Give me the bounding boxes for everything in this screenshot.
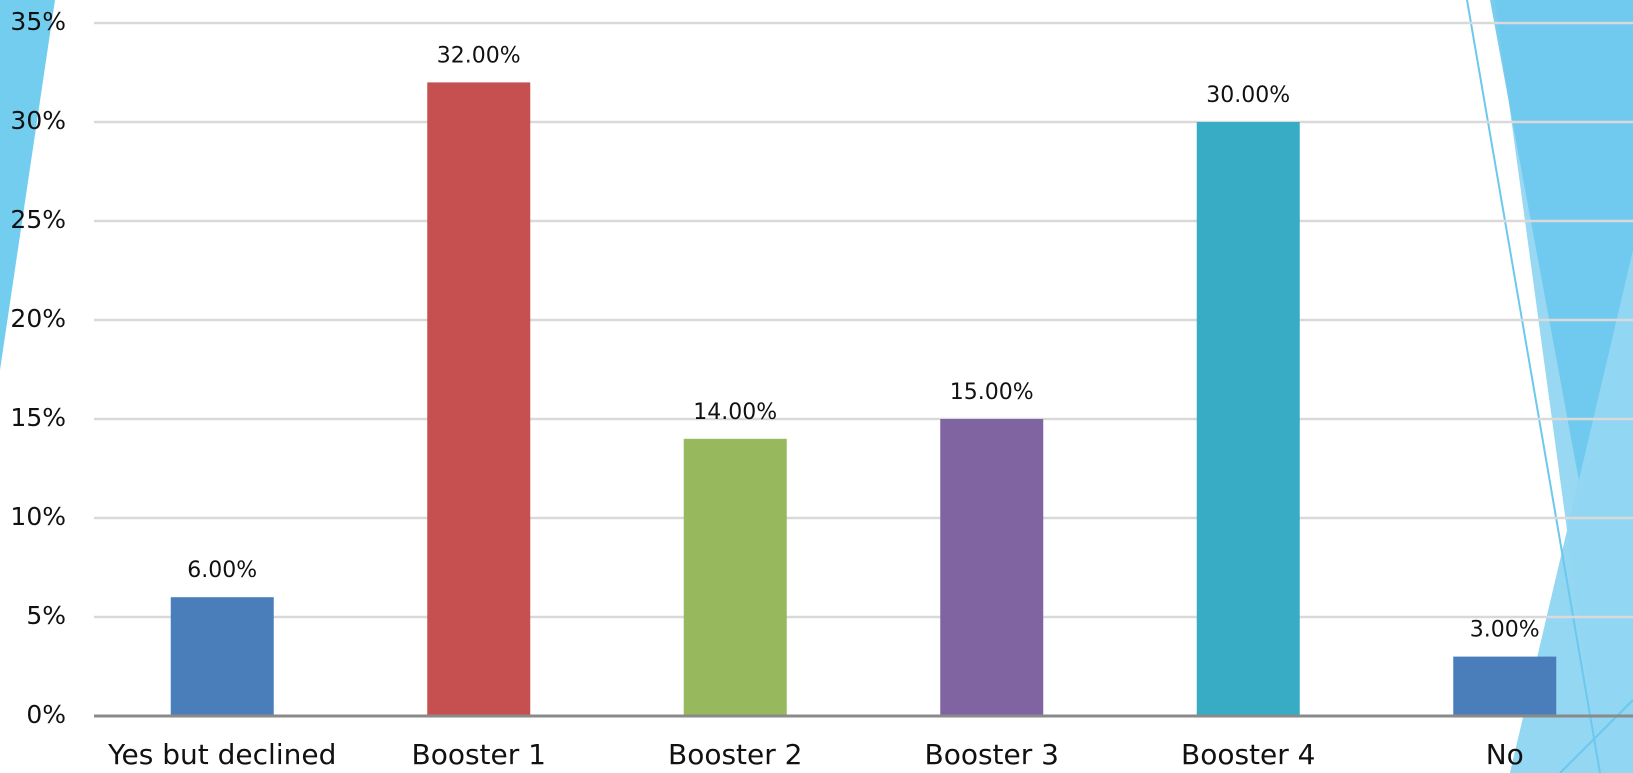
y-tick-label: 0% [26,700,66,729]
decoration [1559,699,1633,773]
x-tick-label: Booster 4 [1181,738,1316,771]
y-tick-label: 15% [10,403,66,432]
x-tick-label: Yes but declined [107,738,336,771]
decoration [0,0,55,370]
y-tick-label: 35% [10,7,66,36]
x-tick-label: No [1486,738,1524,771]
x-tick-label: Booster 1 [412,738,547,771]
x-tick-label: Booster 3 [925,738,1060,771]
data-label: 14.00% [693,400,777,425]
data-label: 30.00% [1206,83,1290,108]
bar [940,419,1044,716]
decoration [1510,250,1633,773]
bar [427,82,531,716]
data-label: 32.00% [437,43,521,68]
data-label: 3.00% [1470,618,1540,643]
bar [683,438,787,716]
data-label: 6.00% [187,558,257,583]
y-tick-label: 30% [10,106,66,135]
bar [1196,122,1300,716]
data-label: 15.00% [950,380,1034,405]
y-tick-label: 25% [10,205,66,234]
y-tick-label: 20% [10,304,66,333]
decoration [1466,0,1601,773]
y-tick-label: 5% [26,601,66,630]
bar [1453,656,1557,716]
y-tick-label: 10% [10,502,66,531]
plot: Yes but declined 6.00% Booster 1 32.00% Boos… [94,43,1633,771]
x-tick-label: Booster 2 [668,738,803,771]
bar [170,597,274,716]
